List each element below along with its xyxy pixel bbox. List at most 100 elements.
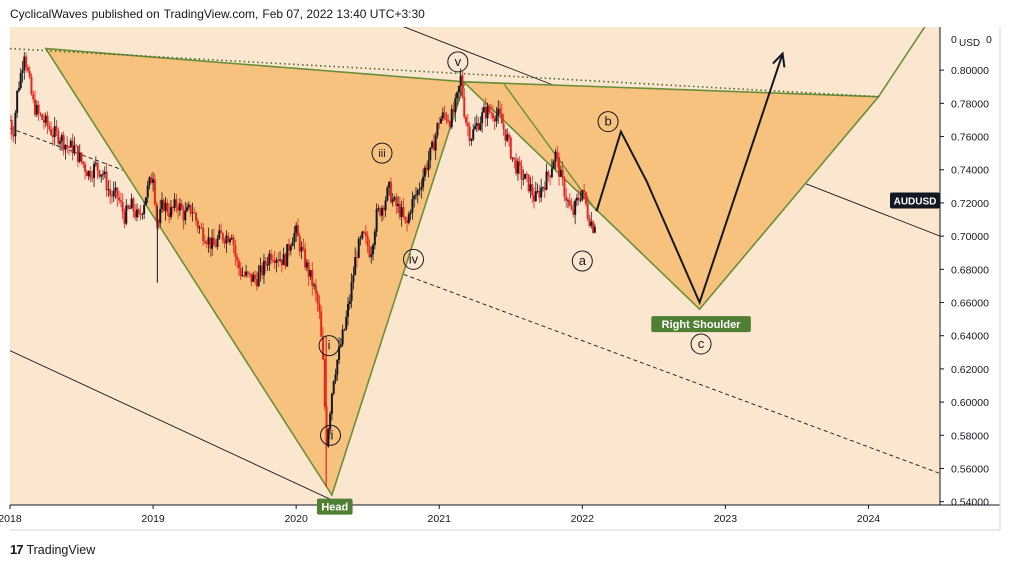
price-candle[interactable] <box>289 243 292 256</box>
price-candle[interactable] <box>302 238 305 252</box>
price-candle[interactable] <box>509 135 512 161</box>
price-candle[interactable] <box>379 206 382 218</box>
price-candle[interactable] <box>416 188 419 204</box>
price-candle[interactable] <box>452 101 455 115</box>
price-candle[interactable] <box>146 180 149 203</box>
price-candle[interactable] <box>500 103 503 124</box>
price-candle[interactable] <box>318 295 321 319</box>
price-candle[interactable] <box>550 159 553 179</box>
price-candle[interactable] <box>225 230 228 253</box>
price-candle[interactable] <box>153 173 156 207</box>
price-candle[interactable] <box>361 230 364 241</box>
price-candle[interactable] <box>507 132 510 147</box>
price-candle[interactable] <box>465 114 468 127</box>
price-candle[interactable] <box>30 73 33 96</box>
price-candle[interactable] <box>107 180 110 197</box>
price-candle[interactable] <box>359 235 362 246</box>
price-candle[interactable] <box>541 186 544 192</box>
price-candle[interactable] <box>288 238 290 257</box>
price-candle[interactable] <box>53 117 56 146</box>
price-candle[interactable] <box>518 156 521 175</box>
price-candle[interactable] <box>82 160 85 169</box>
price-candle[interactable] <box>66 136 69 154</box>
price-candle[interactable] <box>427 150 430 178</box>
price-candle[interactable] <box>316 290 319 312</box>
price-candle[interactable] <box>255 271 258 291</box>
price-candle[interactable] <box>230 234 233 241</box>
price-candle[interactable] <box>273 250 276 270</box>
price-candle[interactable] <box>216 234 219 250</box>
footer-brand[interactable]: TradingView <box>26 542 96 557</box>
price-candle[interactable] <box>536 183 539 194</box>
midline-dashed[interactable] <box>10 127 940 474</box>
price-candle[interactable] <box>364 224 367 245</box>
wave-label-ii[interactable]: ii <box>319 424 341 446</box>
price-candle[interactable] <box>209 237 212 258</box>
price-candle[interactable] <box>486 102 489 127</box>
price-candle[interactable] <box>14 110 17 145</box>
price-candle[interactable] <box>307 259 310 286</box>
price-candle[interactable] <box>547 170 550 182</box>
price-candle[interactable] <box>477 117 480 132</box>
price-candle[interactable] <box>572 201 575 218</box>
price-candle[interactable] <box>554 149 557 170</box>
price-candle[interactable] <box>357 236 360 259</box>
price-candle[interactable] <box>76 145 79 168</box>
price-candle[interactable] <box>450 104 453 129</box>
price-candle[interactable] <box>112 181 115 202</box>
wave-label-iv[interactable]: iv <box>402 248 424 270</box>
price-candle[interactable] <box>148 176 151 190</box>
price-candle[interactable] <box>305 258 308 272</box>
price-candle[interactable] <box>445 112 448 125</box>
price-candle[interactable] <box>26 64 29 73</box>
price-candle[interactable] <box>218 224 221 241</box>
price-candle[interactable] <box>132 196 135 218</box>
price-candle[interactable] <box>178 198 181 216</box>
price-candle[interactable] <box>570 197 573 211</box>
price-candle[interactable] <box>200 222 203 229</box>
price-candle[interactable] <box>9 114 11 122</box>
price-candle[interactable] <box>268 250 271 272</box>
price-candle[interactable] <box>85 170 88 177</box>
price-candle[interactable] <box>89 166 92 183</box>
price-candle[interactable] <box>422 168 425 192</box>
price-candle[interactable] <box>468 122 471 147</box>
price-candle[interactable] <box>327 427 330 448</box>
price-candle[interactable] <box>482 102 485 114</box>
price-candle[interactable] <box>527 174 530 193</box>
price-candle[interactable] <box>457 85 460 102</box>
price-candle[interactable] <box>78 144 81 164</box>
price-candle[interactable] <box>143 200 146 220</box>
price-candle[interactable] <box>275 257 278 273</box>
price-candle[interactable] <box>284 252 287 270</box>
price-candle[interactable] <box>389 177 392 204</box>
price-candle[interactable] <box>234 239 237 266</box>
price-candle[interactable] <box>506 128 509 143</box>
price-candle[interactable] <box>144 197 147 206</box>
price-candle[interactable] <box>438 116 441 129</box>
price-candle[interactable] <box>246 270 249 278</box>
price-candle[interactable] <box>125 199 128 226</box>
price-candle[interactable] <box>239 262 242 281</box>
price-candle[interactable] <box>533 187 536 209</box>
price-candle[interactable] <box>329 411 332 435</box>
price-candle[interactable] <box>406 217 409 232</box>
price-candle[interactable] <box>567 198 569 209</box>
author-name[interactable]: CyclicalWaves <box>10 7 88 21</box>
price-candle[interactable] <box>177 203 180 219</box>
price-candle[interactable] <box>531 175 534 203</box>
price-candle[interactable] <box>540 178 543 203</box>
price-candle[interactable] <box>311 261 314 296</box>
price-candle[interactable] <box>270 249 273 264</box>
price-candle[interactable] <box>529 176 532 199</box>
price-candle[interactable] <box>187 201 190 210</box>
price-candle[interactable] <box>50 121 53 137</box>
price-candle[interactable] <box>203 234 206 245</box>
price-candle[interactable] <box>592 220 595 234</box>
annotation-tag-right-shoulder[interactable]: Right Shoulder <box>651 316 751 333</box>
price-candle[interactable] <box>320 305 323 338</box>
price-candle[interactable] <box>279 251 282 262</box>
price-candle[interactable] <box>397 196 400 213</box>
price-candle[interactable] <box>524 173 527 180</box>
price-candle[interactable] <box>17 81 20 93</box>
